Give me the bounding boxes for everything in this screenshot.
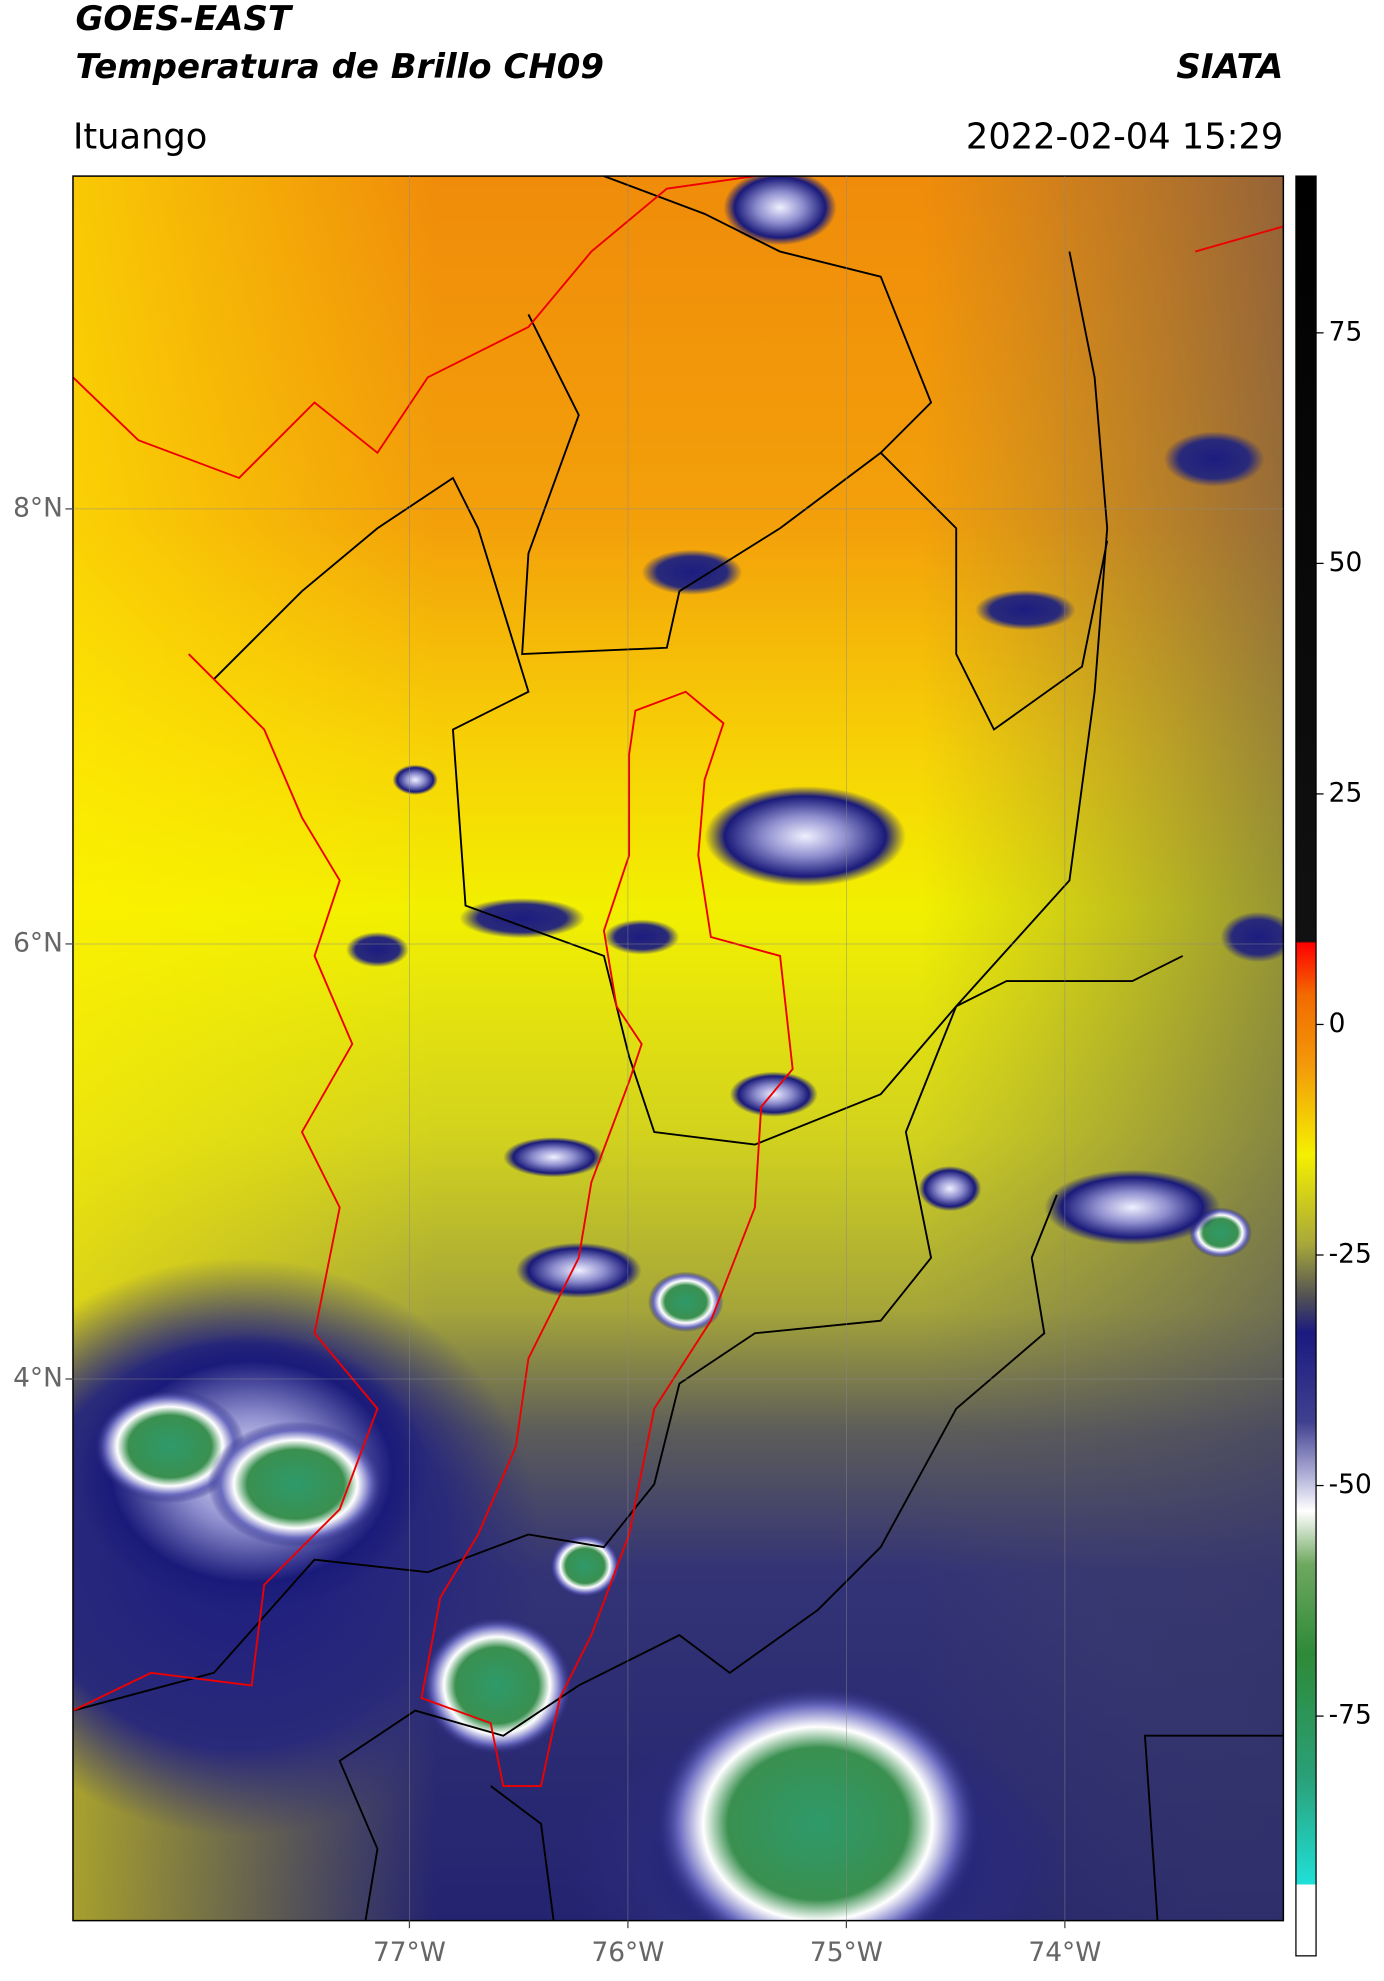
colorbar-tick-label: -50 (1329, 1469, 1372, 1500)
colorbar-tick-label: -25 (1329, 1239, 1372, 1270)
colorbar-tick-label: 50 (1329, 547, 1363, 578)
x-tick-label: 74°W (1028, 1937, 1101, 1968)
datetime: 2022-02-04 15:29 (966, 116, 1283, 157)
colorbar-tick-label: -75 (1329, 1700, 1372, 1731)
subtitle: Temperatura de Brillo CH09 (75, 47, 604, 87)
colorbar (1295, 175, 1317, 1957)
colorbar-tick-label: 0 (1329, 1008, 1346, 1039)
colorbar-tick-label: 25 (1329, 777, 1363, 808)
x-tick-label: 75°W (810, 1937, 883, 1968)
y-tick-label: 4°N (13, 1362, 63, 1393)
x-tick-label: 77°W (373, 1937, 446, 1968)
location: Ituango (73, 116, 207, 157)
graticule (72, 176, 1284, 1921)
y-tick-label: 6°N (13, 927, 63, 958)
brand: SIATA (1176, 47, 1283, 87)
title: GOES-EAST (75, 0, 293, 39)
map-frame (72, 175, 1285, 1922)
x-tick-label: 76°W (591, 1937, 664, 1968)
satellite-image (72, 176, 1284, 1921)
y-tick-label: 8°N (13, 492, 63, 523)
colorbar-tick-label: 75 (1329, 316, 1363, 347)
